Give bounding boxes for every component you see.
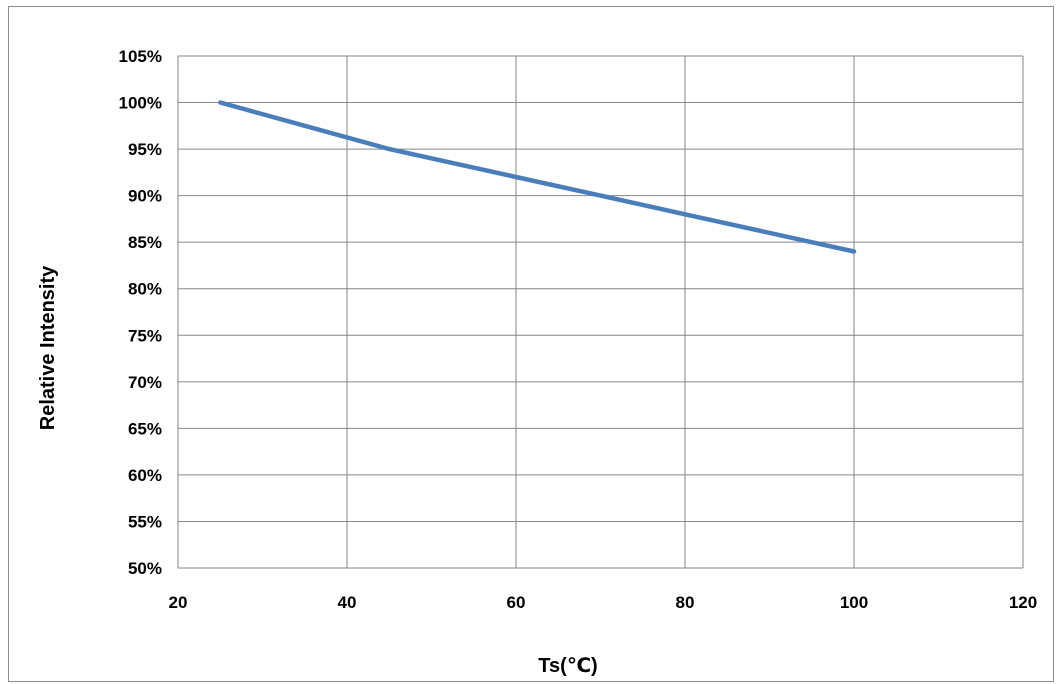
y-tick-label: 85% xyxy=(128,233,162,252)
y-axis-label: Relative Intensity xyxy=(37,265,59,430)
y-tick-label: 105% xyxy=(119,47,162,66)
y-tick-label: 65% xyxy=(128,419,162,438)
x-axis-ticks: 20 40 60 80 100 120 xyxy=(169,593,1038,612)
x-tick-label: 60 xyxy=(507,593,526,612)
x-tick-label: 100 xyxy=(840,593,868,612)
y-tick-label: 55% xyxy=(128,512,162,531)
y-tick-label: 70% xyxy=(128,373,162,392)
y-tick-label: 100% xyxy=(119,94,162,113)
x-tick-label: 40 xyxy=(338,593,357,612)
y-axis-ticks: 50% 55% 60% 65% 70% 75% 80% 85% 90% 95% 100% 105% xyxy=(119,47,162,578)
x-tick-label: 20 xyxy=(169,593,188,612)
y-tick-label: 80% xyxy=(128,280,162,299)
y-tick-label: 95% xyxy=(128,140,162,159)
x-axis-label: Ts(℃) xyxy=(538,655,597,677)
y-tick-label: 50% xyxy=(128,559,162,578)
series-line xyxy=(218,100,857,254)
y-tick-label: 75% xyxy=(128,326,162,345)
x-tick-label: 120 xyxy=(1009,593,1037,612)
y-tick-label: 90% xyxy=(128,187,162,206)
series-group xyxy=(218,100,857,254)
x-tick-label: 80 xyxy=(676,593,695,612)
y-tick-label: 60% xyxy=(128,466,162,485)
plot-area xyxy=(178,56,1023,568)
